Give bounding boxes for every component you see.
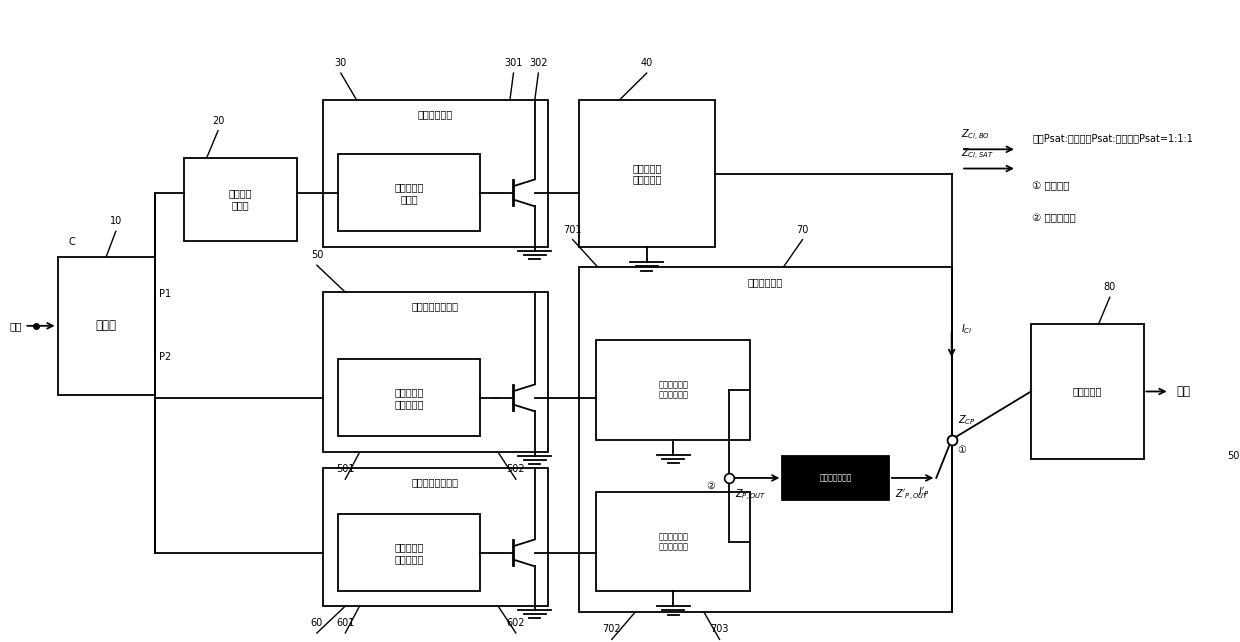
Text: 50: 50 — [311, 250, 324, 260]
Text: 50Ω: 50Ω — [1228, 451, 1240, 460]
Text: 第二峰值输
入匹配网络: 第二峰值输 入匹配网络 — [394, 542, 424, 564]
Bar — [57, 257, 155, 395]
Bar — [579, 100, 714, 247]
Text: $Z'_{P,OUT}$: $Z'_{P,OUT}$ — [895, 487, 929, 503]
Text: 701: 701 — [563, 225, 582, 234]
Bar — [322, 469, 548, 606]
Text: $Z_{Cl,BO}$: $Z_{Cl,BO}$ — [961, 128, 990, 143]
Text: C: C — [68, 238, 76, 247]
Text: 20: 20 — [212, 116, 224, 126]
Text: ② 峰值合路点: ② 峰值合路点 — [1032, 214, 1076, 223]
Bar — [185, 158, 296, 241]
Text: 载波输入匹
配网络: 载波输入匹 配网络 — [394, 182, 424, 204]
Text: 后匹配网络: 后匹配网络 — [1073, 386, 1102, 397]
Text: 302: 302 — [529, 58, 548, 68]
Text: $I_{Cl}$: $I_{Cl}$ — [961, 322, 972, 336]
Text: 组合输出网络: 组合输出网络 — [748, 277, 782, 288]
Text: 601: 601 — [336, 618, 355, 628]
Text: 602: 602 — [507, 618, 525, 628]
Text: 输出: 输出 — [1177, 385, 1190, 398]
Text: $Z_{Cl,SAT}$: $Z_{Cl,SAT}$ — [961, 147, 993, 162]
Text: 501: 501 — [336, 464, 355, 474]
Text: 双频载波输
出匹配网络: 双频载波输 出匹配网络 — [632, 163, 661, 184]
Text: $Z_{P,OUT}$: $Z_{P,OUT}$ — [735, 487, 766, 503]
Text: 702: 702 — [603, 624, 621, 634]
Text: ① 总合路点: ① 总合路点 — [1032, 182, 1070, 191]
Text: 双频阻抗变换线: 双频阻抗变换线 — [820, 473, 852, 482]
Bar — [322, 292, 548, 453]
Bar — [339, 155, 480, 231]
Text: 60: 60 — [311, 618, 322, 628]
Bar — [1030, 324, 1143, 459]
Text: 功分器: 功分器 — [95, 319, 117, 333]
Text: 双频第一峰值
输出匹配网络: 双频第一峰值 输出匹配网络 — [658, 380, 688, 399]
Text: P2: P2 — [160, 352, 171, 363]
Text: 载波放大电路: 载波放大电路 — [418, 109, 453, 119]
Text: 双频阻抗变换线: 双频阻抗变换线 — [820, 473, 852, 482]
Text: ①: ① — [957, 445, 966, 455]
Bar — [782, 456, 889, 500]
Text: ②: ② — [706, 481, 714, 491]
Text: 30: 30 — [335, 58, 347, 68]
Bar — [579, 266, 951, 612]
Text: 双频第二峰值
输出匹配网络: 双频第二峰值 输出匹配网络 — [658, 532, 688, 551]
Text: 80: 80 — [1104, 282, 1116, 292]
Text: 载波Psat:第一峰值Psat:第二峰值Psat=1:1:1: 载波Psat:第一峰值Psat:第二峰值Psat=1:1:1 — [1032, 134, 1193, 143]
Text: 载波相位
补偿线: 载波相位 补偿线 — [228, 189, 252, 210]
Text: 输入: 输入 — [10, 321, 22, 331]
Text: 10: 10 — [109, 216, 122, 226]
Text: 70: 70 — [796, 225, 808, 234]
Bar — [339, 514, 480, 591]
Text: $I'_P$: $I'_P$ — [919, 485, 930, 499]
Text: 703: 703 — [711, 624, 729, 634]
Text: 301: 301 — [505, 58, 523, 68]
Text: 502: 502 — [506, 464, 526, 474]
Bar — [339, 360, 480, 437]
Text: 40: 40 — [641, 58, 652, 68]
Text: 第一峰值放大电路: 第一峰值放大电路 — [412, 301, 459, 311]
Text: 第一峰值输
入匹配网络: 第一峰值输 入匹配网络 — [394, 387, 424, 409]
Bar — [596, 492, 750, 591]
Text: P1: P1 — [160, 289, 171, 299]
Text: $Z_{CP}$: $Z_{CP}$ — [957, 413, 976, 427]
Text: 第二峰值放大电路: 第二峰值放大电路 — [412, 478, 459, 487]
Bar — [322, 100, 548, 247]
Bar — [596, 340, 750, 440]
